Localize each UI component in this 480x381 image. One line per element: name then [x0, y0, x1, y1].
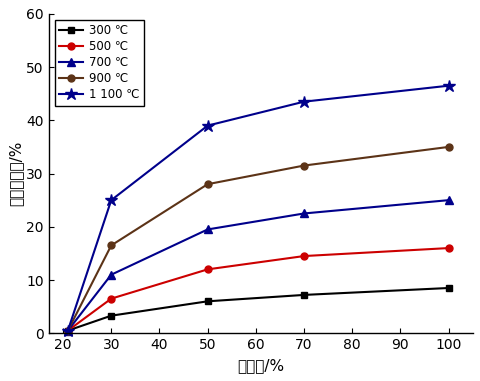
1 100 ℃: [65, 328, 71, 333]
700 ℃: [65, 328, 71, 333]
500 ℃: [300, 254, 306, 258]
700 ℃: [300, 211, 306, 216]
1 100 ℃: [204, 123, 210, 128]
Legend: 300 ℃, 500 ℃, 700 ℃, 900 ℃, 1 100 ℃: 300 ℃, 500 ℃, 700 ℃, 900 ℃, 1 100 ℃: [54, 20, 144, 106]
1 100 ℃: [445, 83, 451, 88]
500 ℃: [65, 328, 71, 333]
1 100 ℃: [300, 99, 306, 104]
500 ℃: [445, 246, 451, 250]
300 ℃: [445, 286, 451, 290]
700 ℃: [445, 198, 451, 202]
Line: 500 ℃: 500 ℃: [64, 245, 451, 334]
500 ℃: [108, 296, 114, 301]
900 ℃: [445, 145, 451, 149]
Y-axis label: 燃料节约率/%: 燃料节约率/%: [8, 141, 24, 206]
300 ℃: [204, 299, 210, 304]
Line: 300 ℃: 300 ℃: [64, 285, 451, 334]
300 ℃: [300, 293, 306, 297]
1 100 ℃: [108, 198, 114, 202]
700 ℃: [108, 272, 114, 277]
900 ℃: [204, 182, 210, 186]
900 ℃: [108, 243, 114, 248]
300 ℃: [65, 328, 71, 333]
Line: 900 ℃: 900 ℃: [64, 144, 451, 334]
Line: 1 100 ℃: 1 100 ℃: [61, 80, 454, 337]
X-axis label: 富氧率/%: 富氧率/%: [237, 358, 284, 373]
300 ℃: [108, 314, 114, 318]
Line: 700 ℃: 700 ℃: [63, 196, 452, 335]
900 ℃: [300, 163, 306, 168]
900 ℃: [65, 328, 71, 333]
500 ℃: [204, 267, 210, 272]
700 ℃: [204, 227, 210, 232]
